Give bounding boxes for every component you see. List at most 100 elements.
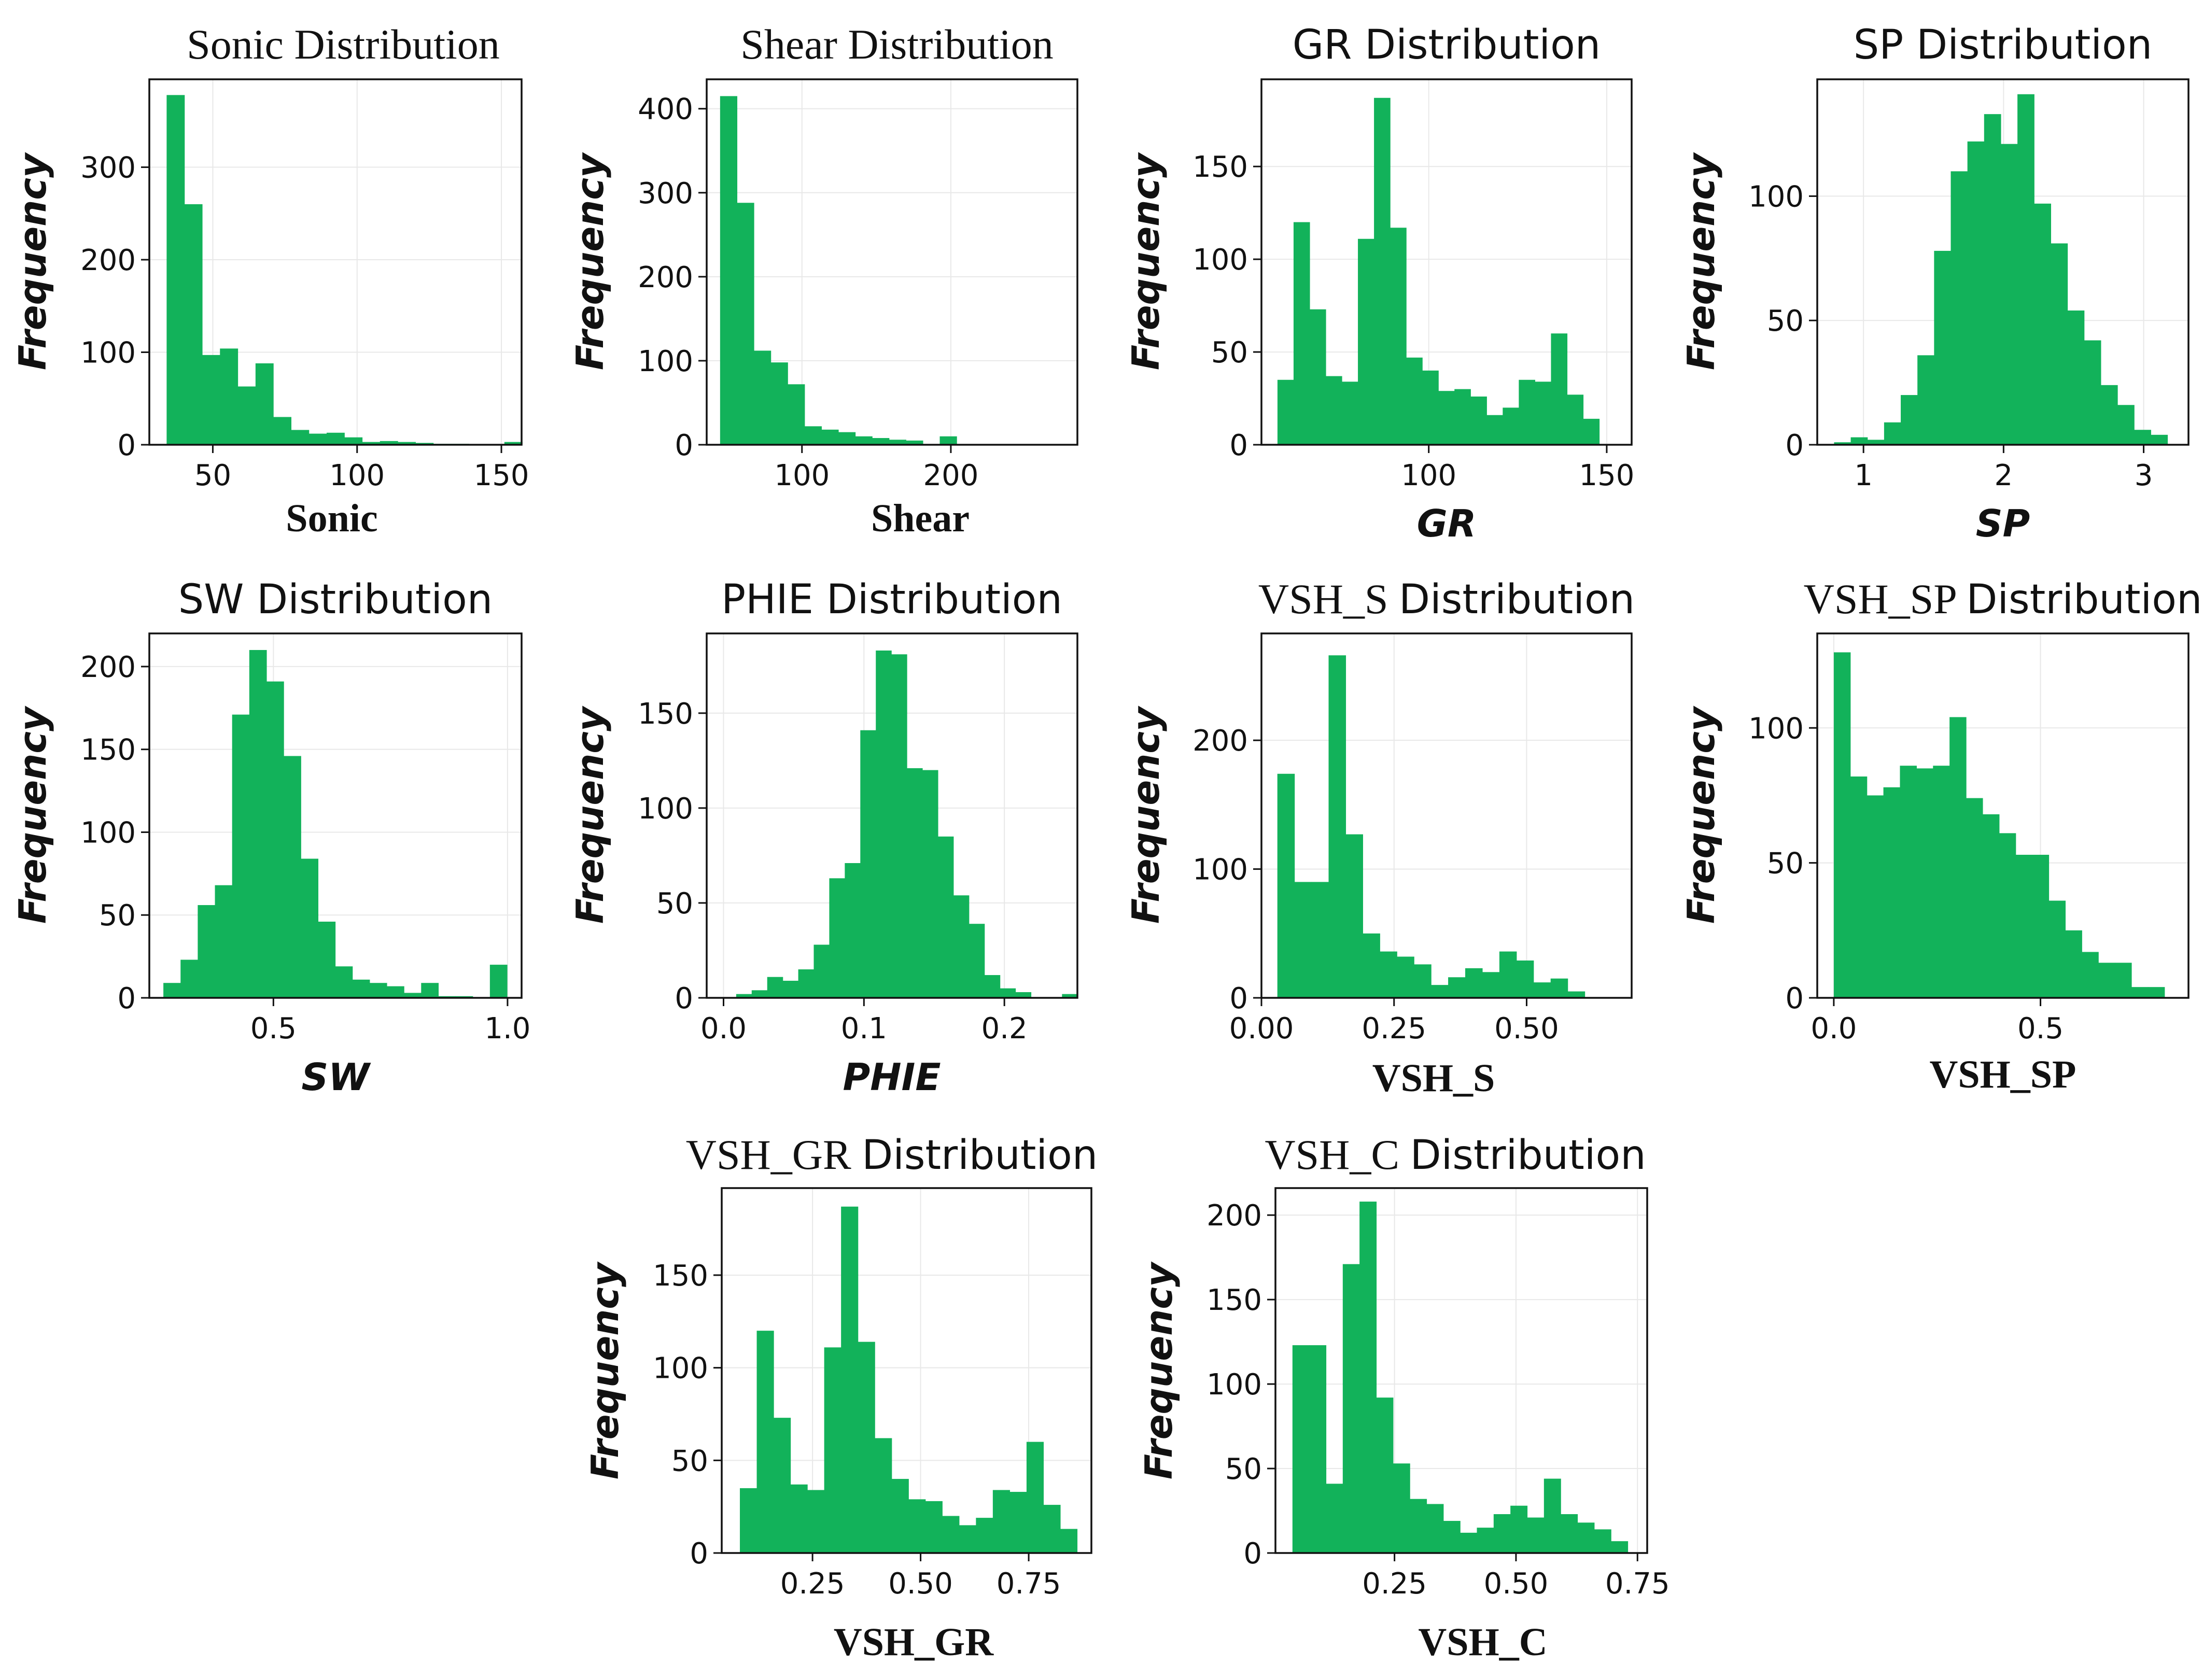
histogram-bar [740, 1488, 757, 1553]
histogram-bar [2065, 930, 2082, 998]
y-tick-label: 150 [1192, 150, 1248, 184]
histogram-bar [1486, 415, 1503, 445]
histogram-bar [1482, 972, 1500, 998]
y-axis-label: Frequency [1124, 152, 1168, 370]
x-tick-label: 1 [1854, 459, 1873, 492]
y-tick-label: 50 [1767, 847, 1804, 881]
histogram-bar [829, 878, 845, 998]
y-axis-label: Frequency [1679, 705, 1723, 924]
histogram-bar [163, 983, 181, 998]
histogram-bar [1901, 395, 1918, 445]
x-axis-label: VSH_S [1372, 1056, 1495, 1100]
x-tick-label: 0.75 [1605, 1567, 1670, 1601]
histogram-bar [804, 426, 822, 445]
chart-title: VSH_SP Distribution [1804, 575, 2202, 623]
chart-title: GR Distribution [1293, 22, 1601, 68]
x-axis-label: VSH_SP [1930, 1053, 2076, 1096]
y-axis-label: Frequency [1679, 152, 1723, 370]
x-axis-label: Sonic [286, 497, 377, 540]
x-axis-label: VSH_C [1418, 1620, 1547, 1664]
histogram-bar [1503, 407, 1519, 445]
y-tick-label: 50 [671, 1444, 708, 1478]
x-tick-label: 100 [1401, 459, 1456, 492]
histogram-bar [266, 681, 284, 998]
histogram-bar [2148, 987, 2165, 998]
x-axis-label: Shear [871, 497, 970, 540]
histogram-bar [2048, 900, 2066, 998]
histogram-bar [369, 983, 387, 998]
plot-frame [1274, 1187, 1648, 1554]
histogram-bar [1277, 773, 1295, 998]
histogram-bar [908, 1499, 926, 1553]
x-tick-label: 0.1 [841, 1012, 887, 1046]
histogram-bar [767, 977, 783, 998]
histogram-bar [1550, 978, 1568, 998]
y-tick-label: 150 [80, 733, 136, 767]
histogram-bar [1460, 1532, 1478, 1553]
histogram-bar [1551, 333, 1568, 445]
histogram-bar [1363, 933, 1380, 998]
x-tick-label: 1.0 [484, 1012, 530, 1046]
histogram-bar [1277, 379, 1294, 445]
histogram-bar [1465, 968, 1483, 998]
histogram-bar [1951, 171, 1968, 445]
plot-frame [706, 632, 1078, 999]
x-tick-label: 150 [474, 459, 529, 492]
y-tick-label: 50 [1767, 304, 1804, 338]
histogram-bar [318, 922, 336, 998]
y-tick-label: 100 [638, 792, 693, 826]
histogram-bar [1359, 1202, 1377, 1553]
histogram-bar [335, 966, 353, 998]
plot-frame [148, 632, 523, 999]
x-tick-label: 0.25 [1362, 1567, 1427, 1601]
histogram-bar [1397, 956, 1414, 998]
histogram-bar [906, 440, 923, 445]
y-tick-label: 0 [1785, 982, 1804, 1015]
histogram-bar [421, 983, 439, 998]
y-tick-label: 100 [638, 345, 693, 378]
x-tick-label: 2 [1995, 459, 2013, 492]
histogram-bar [184, 204, 203, 445]
histogram-bar [1448, 977, 1466, 998]
y-tick-label: 100 [80, 336, 136, 370]
histogram-bar [1594, 1529, 1611, 1553]
plot-frame [1260, 78, 1633, 446]
y-tick-label: 0 [675, 982, 693, 1015]
y-tick-label: 150 [638, 697, 693, 731]
histogram-bar [2115, 963, 2132, 998]
chart-panel-vsh-sp: 0.0 0.5 0 50 100 VSH_SP Distribution VSH_SP Fre… [1679, 575, 2202, 1096]
histogram-bar [1916, 768, 1933, 998]
histogram-bar [824, 1347, 841, 1553]
histogram-bar [1374, 97, 1391, 445]
histogram-bar [1984, 114, 2001, 445]
histogram-bar [2134, 430, 2151, 445]
histogram-bar [2015, 855, 2033, 998]
y-axis-label: Frequency [11, 705, 54, 924]
histogram-bar [1533, 982, 1551, 998]
y-tick-label: 200 [80, 244, 136, 277]
y-tick-label: 0 [1229, 982, 1248, 1015]
histogram-bar [858, 1342, 875, 1553]
y-tick-label: 0 [690, 1537, 708, 1571]
histogram-bar [2051, 243, 2068, 445]
x-tick-label: 0.50 [888, 1567, 953, 1601]
histogram-bar [308, 433, 327, 445]
x-tick-label: 0.00 [1229, 1012, 1294, 1046]
y-tick-label: 100 [1192, 853, 1248, 887]
histogram-bar [1867, 795, 1884, 998]
histogram-bar [841, 1206, 859, 1553]
x-tick-label: 100 [329, 459, 385, 492]
histogram-bar [2100, 385, 2118, 445]
histogram-bar [232, 714, 250, 998]
histogram-bar [1567, 991, 1585, 998]
histogram-bar [1043, 1505, 1061, 1553]
histogram-bar [737, 203, 754, 445]
histogram-bar [1311, 882, 1329, 998]
x-tick-label: 200 [923, 459, 978, 492]
histogram-bar [386, 986, 404, 998]
histogram-bar [1009, 1492, 1027, 1553]
histogram-bar [398, 442, 416, 445]
histogram-bar [736, 994, 752, 998]
